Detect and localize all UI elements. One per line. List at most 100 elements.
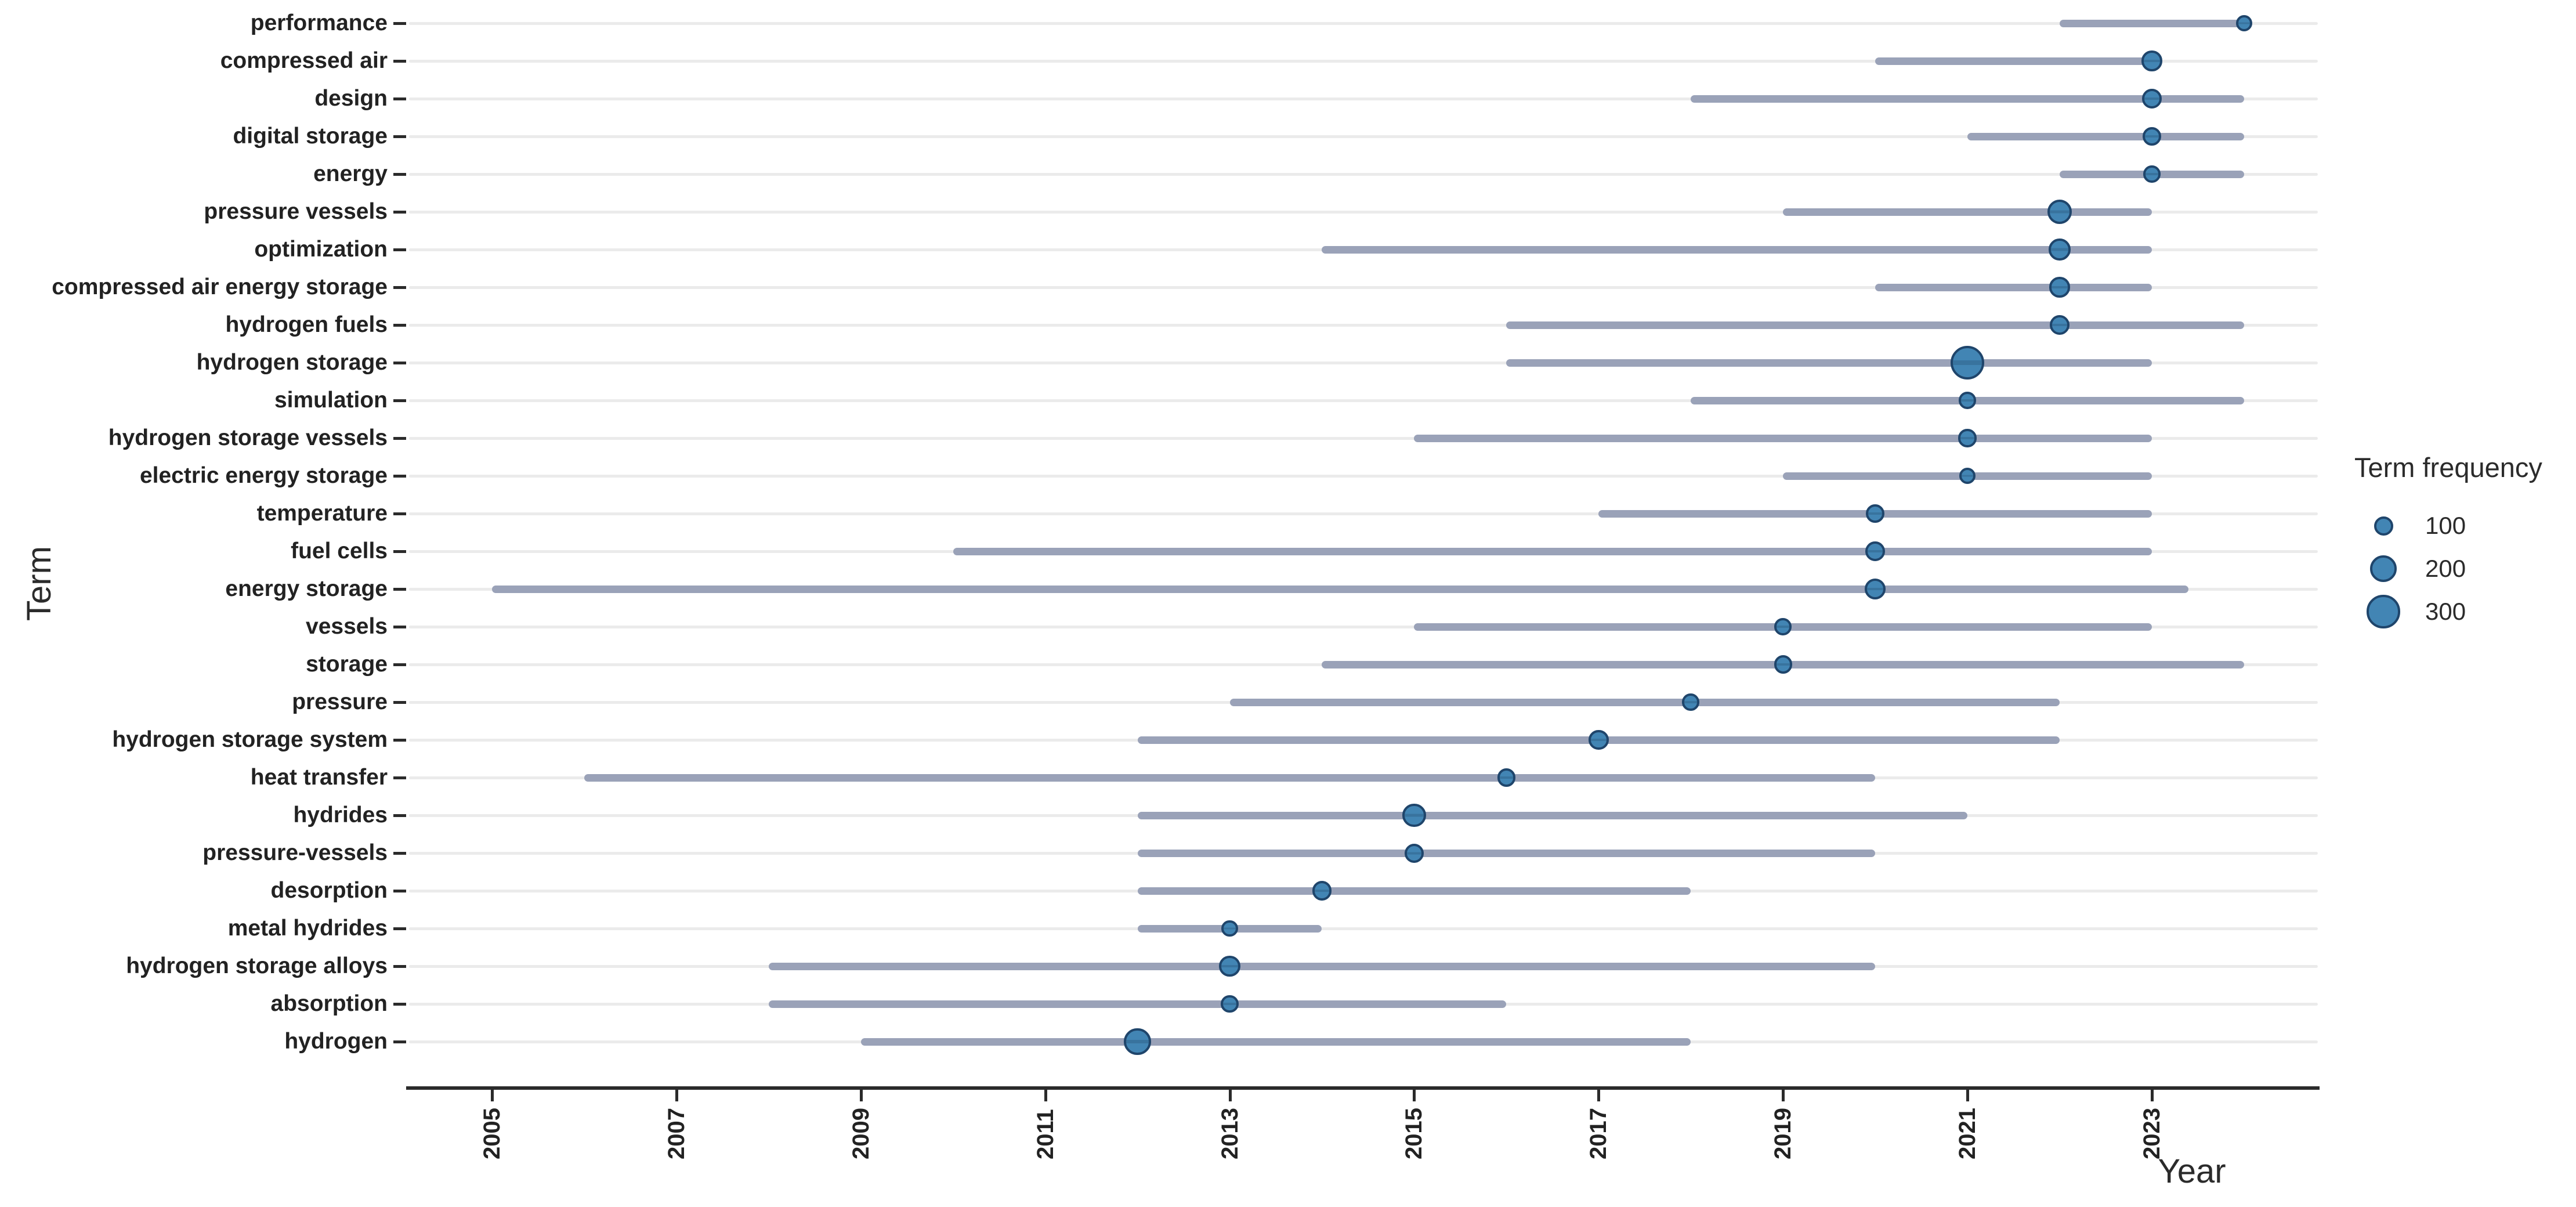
y-tick-mark — [393, 550, 406, 553]
term-frequency-dot — [1402, 803, 1426, 827]
term-label: optimization — [254, 237, 388, 262]
grid-line — [409, 362, 2318, 364]
term-frequency-dot — [2141, 50, 2162, 71]
term-label: compressed air energy storage — [52, 274, 388, 299]
term-label: performance — [250, 10, 388, 35]
grid-line — [409, 437, 2318, 440]
y-tick-mark — [393, 588, 406, 591]
term-frequency-dot — [1774, 655, 1792, 674]
x-tick-label: 2011 — [1032, 1109, 1058, 1159]
term-label: electric energy storage — [139, 463, 388, 488]
x-tick-label: 2017 — [1586, 1108, 1612, 1159]
term-frequency-dot — [2049, 277, 2070, 298]
term-label: pressure-vessels — [202, 840, 388, 865]
x-tick-mark — [491, 1090, 494, 1101]
term-year-range — [1137, 812, 1968, 819]
y-tick-mark — [393, 626, 406, 628]
term-frequency-dot — [1958, 429, 1977, 447]
x-tick-label: 2021 — [1955, 1108, 1981, 1159]
term-label: design — [314, 86, 388, 111]
term-year-range — [1137, 887, 1691, 895]
term-frequency-dot — [2142, 127, 2161, 146]
term-frequency-dot — [1404, 843, 1424, 863]
term-frequency-dot — [1497, 768, 1515, 787]
y-tick-mark — [393, 663, 406, 666]
term-year-range — [584, 774, 1876, 782]
term-year-range — [1691, 95, 2244, 103]
term-frequency-dot — [1959, 467, 1976, 485]
term-label: absorption — [270, 991, 388, 1016]
grid-line — [409, 399, 2318, 402]
y-tick-mark — [393, 852, 406, 855]
x-tick-label: 2015 — [1401, 1108, 1427, 1159]
grid-line — [409, 173, 2318, 176]
y-tick-mark — [393, 399, 406, 402]
y-tick-mark — [393, 60, 406, 63]
term-frequency-dot — [1865, 541, 1885, 561]
y-tick-mark — [393, 965, 406, 968]
legend-size-label: 300 — [2425, 598, 2466, 625]
y-tick-mark — [393, 890, 406, 892]
y-tick-mark — [393, 248, 406, 251]
term-frequency-dot — [1221, 920, 1238, 937]
legend-size-circle — [2369, 555, 2397, 583]
term-frequency-dot — [1588, 729, 1609, 750]
y-tick-mark — [393, 97, 406, 100]
term-frequency-dot — [2235, 15, 2253, 32]
x-tick-label: 2005 — [479, 1108, 505, 1159]
term-label: fuel cells — [291, 539, 388, 563]
y-tick-mark — [393, 286, 406, 289]
term-year-range — [492, 586, 2189, 593]
term-year-range — [1322, 246, 2152, 254]
term-year-range — [1783, 208, 2152, 216]
term-label: simulation — [274, 388, 388, 413]
legend-size-label: 200 — [2425, 555, 2466, 582]
term-label: hydrogen storage vessels — [108, 425, 388, 450]
y-tick-mark — [393, 512, 406, 515]
term-year-range — [1875, 284, 2152, 291]
term-frequency-dot — [1312, 881, 1332, 901]
y-tick-mark — [393, 475, 406, 478]
y-tick-mark — [393, 211, 406, 214]
y-tick-mark — [393, 701, 406, 704]
y-tick-mark — [393, 927, 406, 930]
term-frequency-dot — [1865, 578, 1886, 600]
y-tick-mark — [393, 814, 406, 817]
grid-line — [409, 927, 2318, 930]
x-tick-label: 2013 — [1217, 1108, 1243, 1159]
term-frequency-dot — [1774, 618, 1792, 635]
term-label: pressure vessels — [204, 199, 388, 224]
legend-size-circle — [2374, 516, 2393, 536]
y-tick-mark — [393, 437, 406, 440]
term-year-range — [768, 1000, 1507, 1008]
term-year-range — [1875, 57, 2152, 65]
x-tick-mark — [1044, 1090, 1047, 1101]
grid-line — [409, 475, 2318, 478]
term-frequency-dot — [1219, 955, 1240, 977]
term-label: hydrogen storage — [196, 350, 388, 375]
term-label: compressed air — [220, 48, 388, 73]
x-tick-mark — [2150, 1090, 2154, 1101]
term-label: energy — [313, 161, 388, 186]
term-label: metal hydrides — [227, 916, 388, 941]
legend-size-label: 100 — [2425, 512, 2466, 539]
x-tick-label: 2019 — [1770, 1108, 1796, 1159]
term-label: energy storage — [225, 576, 388, 601]
y-tick-mark — [393, 362, 406, 364]
term-year-range — [768, 963, 1876, 970]
x-tick-mark — [1782, 1090, 1785, 1101]
legend-title: Term frequency — [2354, 452, 2542, 483]
y-tick-mark — [393, 324, 406, 327]
term-year-range — [860, 1038, 1691, 1046]
grid-line — [409, 22, 2318, 25]
term-year-range — [2059, 20, 2244, 27]
grid-line — [409, 324, 2318, 327]
term-year-range — [1506, 359, 2152, 367]
term-label: digital storage — [233, 124, 388, 149]
term-label: hydrides — [293, 803, 388, 827]
x-tick-label: 2007 — [663, 1108, 689, 1159]
grid-line — [409, 211, 2318, 214]
grid-line — [409, 135, 2318, 138]
term-frequency-dot — [1221, 995, 1239, 1013]
term-year-range — [953, 548, 2152, 555]
